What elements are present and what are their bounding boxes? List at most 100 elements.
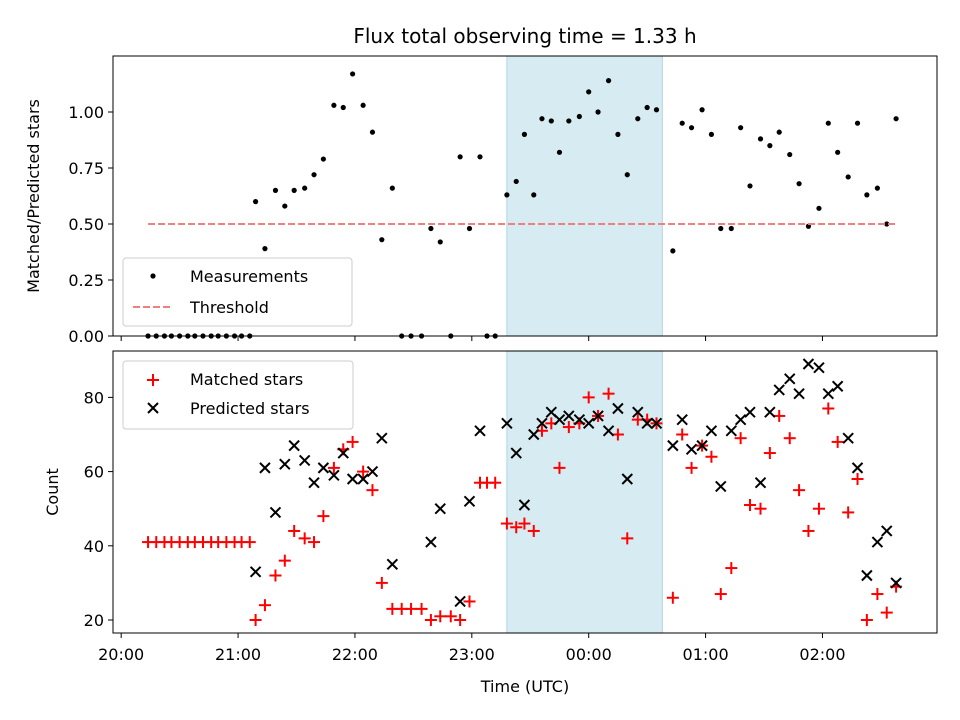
data-point-matched	[444, 610, 457, 623]
data-point-measurement	[302, 185, 308, 191]
data-point-predicted	[425, 536, 437, 548]
data-point-predicted	[764, 406, 776, 418]
data-point-matched	[278, 554, 291, 567]
top-panel: 0.00 0.25 0.50 0.75 1.00 Matched/Predicted s…	[24, 55, 938, 346]
data-point-matched	[743, 498, 756, 511]
data-point-predicted	[474, 425, 486, 437]
data-point-measurement	[457, 154, 463, 160]
legend-label-matched-stars: Matched stars	[190, 370, 303, 389]
data-point-predicted	[346, 473, 359, 485]
data-point-predicted	[676, 413, 688, 426]
data-point-measurement	[360, 102, 366, 108]
legend-marker-predicted-stars	[147, 402, 159, 414]
data-point-matched	[582, 391, 595, 404]
data-point-measurement	[854, 120, 861, 126]
data-point-measurement	[531, 192, 537, 198]
data-point-predicted	[715, 480, 727, 493]
data-point-predicted	[734, 413, 747, 426]
data-point-predicted	[744, 406, 756, 418]
legend-label-threshold: Threshold	[189, 298, 269, 317]
data-point-matched	[510, 521, 523, 534]
data-point-matched	[375, 576, 388, 589]
y-tick-label: 0.00	[68, 327, 104, 346]
data-point-matched	[463, 595, 476, 608]
data-point-predicted	[650, 417, 663, 430]
data-point-predicted	[366, 465, 379, 478]
data-point-predicted	[376, 432, 388, 444]
data-point-measurement	[699, 107, 705, 113]
data-point-predicted	[871, 536, 884, 548]
data-point-predicted	[831, 380, 844, 392]
data-point-predicted	[592, 410, 604, 422]
data-point-measurement	[539, 116, 545, 122]
shaded-span-rect	[506, 55, 663, 337]
data-point-measurement	[369, 129, 376, 135]
data-point-measurement	[615, 131, 621, 137]
data-point-predicted	[612, 402, 624, 415]
data-point-predicted	[501, 417, 513, 430]
bottom-y-axis-label: Count	[43, 468, 62, 516]
data-point-predicted	[573, 413, 586, 426]
data-point-predicted	[890, 577, 902, 589]
data-point-measurement	[320, 156, 326, 162]
data-point-measurement	[466, 225, 473, 232]
data-point-measurement	[272, 187, 279, 193]
data-point-measurement	[586, 89, 592, 95]
top-y-axis-label: Matched/Predicted stars	[24, 99, 43, 293]
data-point-measurement	[477, 154, 483, 160]
data-point-predicted	[861, 569, 873, 582]
data-point-measurement	[679, 120, 685, 126]
data-point-predicted	[773, 384, 785, 396]
y-tick-label: 0.75	[68, 159, 104, 178]
data-point-measurement	[566, 118, 572, 124]
top-x-axis	[120, 336, 823, 341]
data-point-matched	[851, 473, 864, 486]
data-point-matched	[500, 517, 513, 530]
top-y-axis: 0.00 0.25 0.50 0.75 1.00	[68, 103, 113, 346]
data-point-measurement	[864, 192, 870, 198]
data-point-measurement	[816, 205, 822, 211]
data-point-measurement	[252, 199, 259, 205]
data-point-predicted	[386, 558, 399, 571]
data-point-measurement	[576, 113, 582, 120]
x-axis-label: Time (UTC)	[480, 677, 569, 696]
x-tick-label: 00:00	[566, 645, 612, 664]
data-point-predicted	[851, 462, 864, 474]
data-point-predicted	[536, 417, 548, 430]
data-point-matched	[308, 536, 321, 549]
data-point-measurement	[504, 192, 510, 198]
data-point-predicted	[621, 473, 633, 485]
top-legend: Measurements Threshold	[122, 257, 353, 327]
data-point-measurement	[379, 237, 385, 243]
data-point-matched	[317, 510, 330, 523]
data-point-predicted	[696, 439, 708, 452]
data-point-measurement	[605, 78, 612, 84]
data-point-measurement	[513, 178, 519, 185]
data-point-predicted	[269, 506, 282, 519]
data-point-matched	[298, 532, 311, 545]
data-point-predicted	[528, 428, 540, 441]
data-point-predicted	[553, 413, 566, 426]
data-point-matched	[611, 428, 624, 441]
top-shaded-span	[506, 55, 663, 337]
data-point-measurement	[874, 185, 880, 191]
data-point-measurement	[428, 225, 434, 232]
data-point-predicted	[822, 387, 835, 400]
data-point-matched	[434, 610, 447, 623]
data-point-predicted	[705, 425, 718, 437]
data-point-matched	[243, 536, 256, 549]
data-point-measurement	[262, 246, 268, 252]
data-point-matched	[602, 387, 615, 400]
data-point-predicted	[434, 502, 446, 515]
bottom-legend: Matched stars Predicted stars	[122, 360, 354, 430]
bottom-shaded-span	[506, 350, 663, 634]
data-point-matched	[793, 484, 806, 497]
data-point-matched	[346, 435, 359, 448]
data-point-matched	[424, 614, 437, 627]
x-tick-label: 23:00	[449, 645, 495, 664]
data-point-predicted	[784, 373, 796, 385]
data-point-measurement	[521, 131, 528, 137]
data-point-predicted	[510, 447, 522, 459]
top-plot-area	[145, 71, 899, 339]
